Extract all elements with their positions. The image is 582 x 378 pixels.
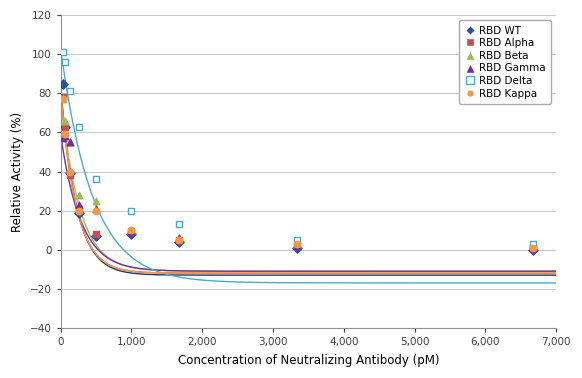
- Point: [174, 239, 183, 245]
- Point: [58, 96, 68, 102]
- Point: [91, 233, 101, 239]
- Point: [292, 245, 301, 251]
- Point: [127, 208, 136, 214]
- Point: [127, 227, 136, 233]
- Point: [58, 96, 68, 102]
- Point: [127, 227, 136, 233]
- Point: [528, 245, 537, 251]
- Point: [292, 243, 301, 249]
- Point: [91, 198, 101, 204]
- Point: [65, 172, 74, 178]
- Point: [65, 88, 74, 94]
- Point: [58, 135, 68, 141]
- Point: [61, 124, 70, 130]
- Point: [127, 231, 136, 237]
- Point: [91, 208, 101, 214]
- Point: [174, 237, 183, 243]
- Point: [127, 229, 136, 235]
- Point: [174, 235, 183, 241]
- Point: [528, 247, 537, 253]
- Legend: RBD WT, RBD Alpha, RBD Beta, RBD Gamma, RBD Delta, RBD Kappa: RBD WT, RBD Alpha, RBD Beta, RBD Gamma, …: [459, 20, 551, 104]
- Point: [61, 131, 70, 137]
- Point: [75, 192, 84, 198]
- Y-axis label: Relative Activity (%): Relative Activity (%): [11, 112, 24, 232]
- Point: [75, 209, 84, 215]
- Point: [292, 241, 301, 247]
- Point: [174, 237, 183, 243]
- Point: [61, 59, 70, 65]
- Point: [127, 229, 136, 235]
- Point: [65, 139, 74, 145]
- Point: [292, 237, 301, 243]
- Point: [58, 81, 68, 87]
- Point: [75, 124, 84, 130]
- Point: [174, 221, 183, 227]
- Point: [61, 124, 70, 130]
- Point: [58, 49, 68, 55]
- Point: [528, 245, 537, 251]
- Point: [292, 243, 301, 249]
- Point: [75, 202, 84, 208]
- Point: [61, 118, 70, 124]
- Point: [65, 170, 74, 177]
- Point: [91, 176, 101, 182]
- Point: [65, 169, 74, 175]
- Point: [61, 133, 70, 139]
- Point: [528, 241, 537, 247]
- Point: [75, 206, 84, 212]
- Point: [528, 245, 537, 251]
- Point: [91, 231, 101, 237]
- Point: [528, 243, 537, 249]
- Point: [58, 94, 68, 100]
- X-axis label: Concentration of Neutralizing Antibody (pM): Concentration of Neutralizing Antibody (…: [178, 354, 439, 367]
- Point: [75, 208, 84, 214]
- Point: [174, 235, 183, 241]
- Point: [292, 241, 301, 247]
- Point: [91, 206, 101, 212]
- Point: [65, 139, 74, 145]
